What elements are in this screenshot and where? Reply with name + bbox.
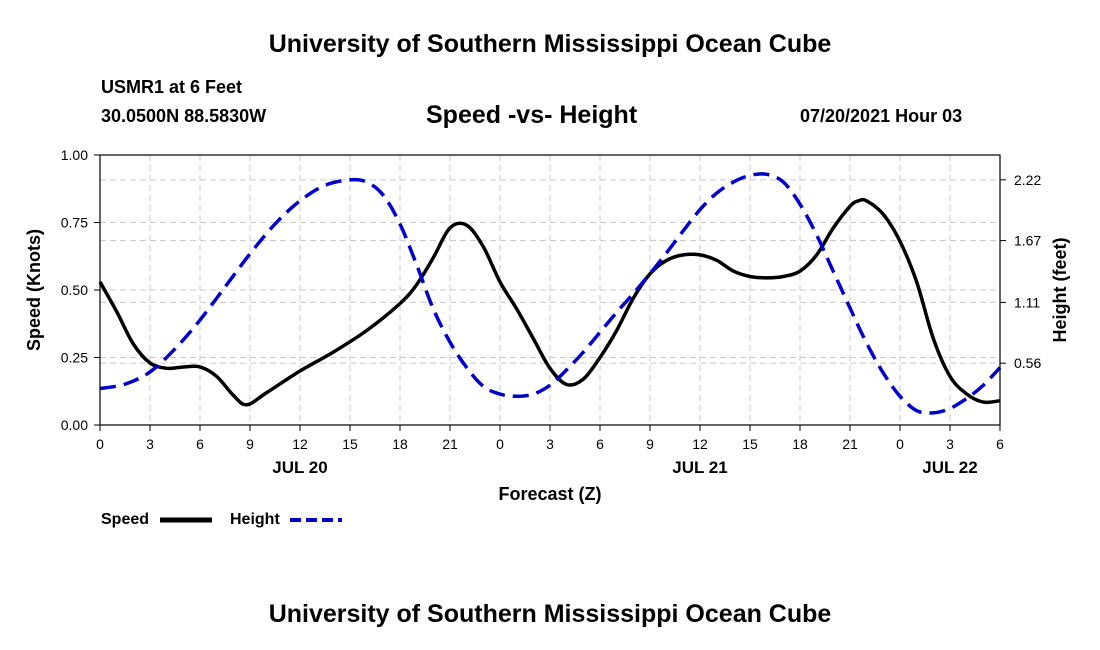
- x-tick-label: 15: [342, 436, 358, 452]
- y-right-tick-label: 1.11: [1014, 294, 1040, 310]
- x-tick-label: 0: [96, 436, 104, 452]
- x-tick-label: 12: [292, 436, 308, 452]
- top-title: University of Southern Mississippi Ocean…: [268, 30, 832, 58]
- x-tick-label: 9: [246, 436, 254, 452]
- date-label: JUL 20: [272, 458, 327, 477]
- x-tick-label: 3: [546, 436, 554, 452]
- x-tick-label: 18: [792, 436, 808, 452]
- x-tick-label: 12: [692, 436, 708, 452]
- x-tick-label: 15: [742, 436, 758, 452]
- y-right-tick-label: 2.22: [1014, 172, 1041, 188]
- bottom-title: University of Southern Mississippi Ocean…: [268, 600, 832, 628]
- x-tick-label: 9: [646, 436, 654, 452]
- timestamp-label: 07/20/2021 Hour 03: [800, 106, 963, 126]
- x-tick-label: 21: [442, 436, 458, 452]
- chart-canvas: 0 3 6 9 12 15 18 21 0 3 6 9 12 15 18 21 0 3 6 JUL 20 JUL 21 J…: [24, 147, 1070, 528]
- x-tick-label: 3: [946, 436, 954, 452]
- y-axis-left-label: Speed (Knots): [24, 229, 44, 351]
- series-line-height: [99, 172, 1002, 415]
- x-tick-label: 18: [392, 436, 408, 452]
- series-layer: [98, 172, 1002, 415]
- legend-label-speed: Speed: [101, 511, 149, 528]
- date-label: JUL 22: [922, 458, 977, 477]
- y-right-tick-label: 0.56: [1014, 355, 1041, 371]
- legend-label-height: Height: [230, 511, 280, 528]
- date-label: JUL 21: [672, 458, 727, 477]
- x-tick-label: 0: [496, 436, 504, 452]
- grid: [100, 155, 1000, 425]
- x-tick-label: 0: [896, 436, 904, 452]
- station-label: USMR1 at 6 Feet: [101, 77, 243, 97]
- x-tick-label: 6: [196, 436, 204, 452]
- x-tick-label: 6: [996, 436, 1004, 452]
- chart-title: Speed -vs- Height: [426, 101, 638, 129]
- coordinates-label: 30.0500N 88.5830W: [101, 106, 267, 126]
- axes: 0 3 6 9 12 15 18 21 0 3 6 9 12 15 18 21 0 3 6 JUL 20 JUL 21 J…: [61, 147, 1042, 477]
- x-tick-label: 6: [596, 436, 604, 452]
- y-left-tick-label: 0.75: [61, 215, 88, 231]
- y-left-tick-label: 1.00: [61, 147, 88, 163]
- y-left-tick-label: 0.00: [61, 417, 88, 433]
- series-line-speed: [98, 197, 1001, 407]
- y-right-tick-label: 1.67: [1014, 233, 1041, 249]
- y-left-tick-label: 0.25: [61, 350, 88, 366]
- x-tick-label: 21: [842, 436, 858, 452]
- y-axis-right-label: Height (feet): [1050, 238, 1070, 343]
- y-left-tick-label: 0.50: [61, 282, 88, 298]
- x-axis-label: Forecast (Z): [498, 484, 601, 504]
- legend: Speed Height: [101, 511, 342, 528]
- x-tick-label: 3: [146, 436, 154, 452]
